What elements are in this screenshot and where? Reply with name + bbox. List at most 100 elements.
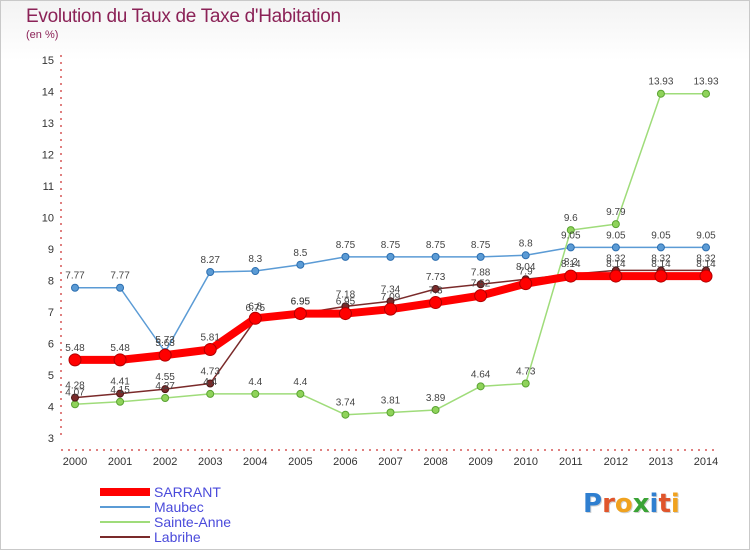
data-label: 4.64: [471, 369, 491, 380]
x-tick-label: 2013: [649, 456, 673, 468]
y-tick-label: 10: [42, 213, 54, 225]
data-point: [341, 410, 350, 419]
x-tick-label: 2006: [333, 456, 357, 468]
y-tick-label: 14: [42, 87, 54, 99]
data-point: [251, 389, 260, 398]
data-label: 13.93: [648, 77, 673, 88]
data-label: 7.52: [471, 279, 491, 290]
data-label: 8.14: [561, 259, 581, 270]
axes: 3 4 5 6 7 8 9 10 11 12 13 14 15 2000 2001 2002 2003 2004 2…: [42, 55, 718, 468]
data-label: 4.4: [248, 377, 262, 388]
data-point: [699, 269, 713, 283]
data-label: 8.3: [248, 254, 262, 265]
data-label: 8.14: [651, 259, 671, 270]
data-point: [566, 226, 575, 235]
data-point: [476, 280, 485, 289]
x-tick-label: 2011: [559, 456, 583, 468]
data-label: 6.75: [246, 303, 266, 314]
data-point: [519, 277, 533, 291]
logo-letter: r: [602, 489, 615, 519]
data-point: [251, 267, 260, 276]
data-label: 3.89: [426, 393, 446, 404]
data-point: [564, 269, 578, 283]
data-point: [429, 296, 443, 310]
data-label: 4.15: [110, 385, 130, 396]
data-point: [656, 89, 665, 98]
x-tick-label: 2000: [63, 456, 87, 468]
data-point: [116, 283, 125, 292]
data-label: 4.28: [65, 381, 85, 392]
data-label: 8.8: [519, 238, 533, 249]
data-label: 9.79: [606, 207, 626, 218]
y-tick-label: 4: [48, 402, 54, 414]
data-point: [116, 397, 125, 406]
data-point: [293, 307, 307, 321]
data-label: 8.75: [336, 240, 356, 251]
data-label: 7.18: [336, 289, 356, 300]
data-label: 8.14: [606, 259, 626, 270]
data-label: 7.88: [471, 267, 491, 278]
data-label: 7.09: [381, 292, 401, 303]
data-point: [476, 252, 485, 261]
logo-letter: i: [670, 489, 680, 519]
data-label: 8.27: [200, 255, 220, 266]
data-point: [206, 267, 215, 276]
data-label: 5.48: [65, 343, 85, 354]
data-point: [338, 307, 352, 321]
data-point: [68, 353, 82, 367]
y-tick-label: 5: [48, 370, 54, 382]
data-label: 5.81: [200, 332, 220, 343]
data-point: [521, 251, 530, 260]
data-label: 3.74: [336, 398, 356, 409]
data-label: 9.05: [606, 230, 626, 241]
legend-label: Sainte-Anne: [154, 514, 231, 530]
data-point: [71, 393, 79, 402]
y-tick-label: 8: [48, 276, 54, 288]
logo-letter: i: [649, 489, 659, 519]
data-point: [296, 389, 305, 398]
data-point: [702, 89, 710, 98]
data-label: 5.63: [155, 338, 175, 349]
data-point: [71, 400, 79, 409]
data-point: [431, 285, 440, 294]
data-point: [161, 385, 170, 394]
data-point: [474, 289, 488, 303]
data-label: 9.05: [561, 230, 581, 241]
x-tick-label: 2010: [513, 456, 537, 468]
data-point: [702, 243, 710, 252]
data-label: 7.3: [429, 286, 443, 297]
data-label: 8.75: [381, 240, 401, 251]
data-label: 8.32: [651, 253, 671, 264]
x-tick-label: 2002: [153, 456, 177, 468]
data-point: [611, 243, 620, 252]
data-point: [71, 283, 79, 292]
data-label: 4.73: [516, 367, 536, 378]
data-label: 8.2: [564, 257, 578, 268]
legend-label: Maubec: [154, 499, 204, 515]
data-point: [116, 389, 125, 398]
data-label: 8.75: [426, 240, 446, 251]
data-labels: 7.77 7.77 5.73 8.27 8.3 8.5 8.75 8.75 8.75 8.75 8.…: [65, 77, 719, 409]
data-point: [113, 353, 127, 367]
data-point: [611, 220, 620, 229]
data-point: [206, 379, 215, 388]
data-label: 9.05: [696, 230, 716, 241]
data-label: 5.73: [155, 335, 175, 346]
data-label: 8.75: [471, 240, 491, 251]
data-label: 8.04: [516, 262, 536, 273]
x-tick-label: 2012: [604, 456, 628, 468]
x-tick-label: 2014: [694, 456, 718, 468]
data-point: [521, 379, 530, 388]
data-point: [341, 252, 350, 261]
data-point: [431, 405, 440, 414]
data-label: 9.6: [564, 213, 578, 224]
data-point: [248, 311, 262, 325]
proxiti-logo: Proxiti: [583, 489, 680, 519]
y-tick-label: 7: [48, 307, 54, 319]
data-point: [206, 389, 215, 398]
x-tick-label: 2005: [288, 456, 312, 468]
data-label: 8.32: [696, 253, 716, 264]
data-label: 4.4: [203, 377, 217, 388]
x-tick-label: 2009: [468, 456, 492, 468]
data-label: 7.9: [519, 267, 533, 278]
